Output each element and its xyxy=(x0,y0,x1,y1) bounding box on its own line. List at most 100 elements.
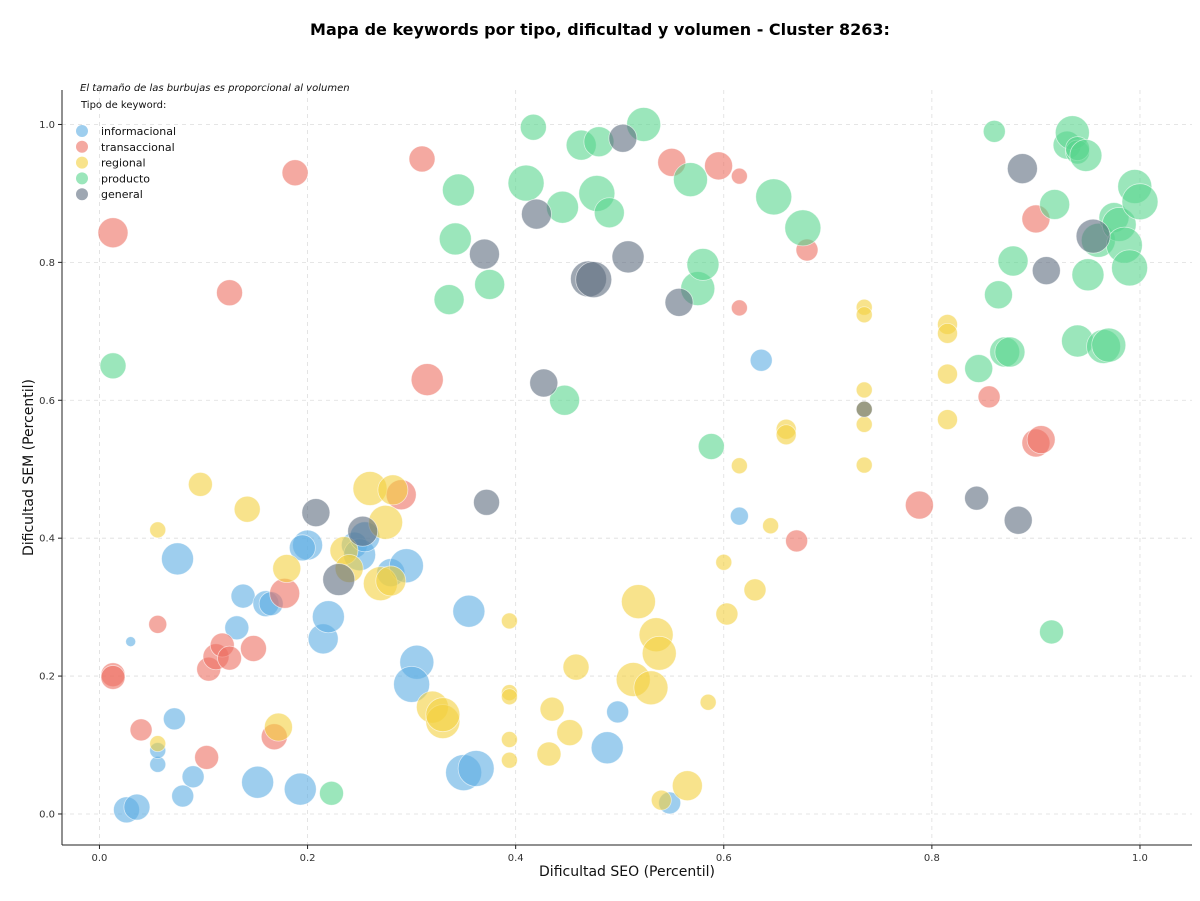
bubble-informacional xyxy=(181,765,205,789)
bubble-transaccional xyxy=(730,299,748,317)
bubble-transaccional xyxy=(97,217,129,249)
grid xyxy=(62,90,1192,845)
bubble-regional xyxy=(699,693,717,711)
bubble-transaccional xyxy=(216,279,243,307)
bubble-producto xyxy=(1039,189,1071,220)
bubble-general xyxy=(473,488,500,516)
bubble-transaccional xyxy=(410,363,444,396)
bubble-regional xyxy=(377,474,409,506)
legend-marker-general xyxy=(76,188,88,201)
bubble-informacional xyxy=(171,784,195,808)
bubble-general xyxy=(611,240,645,274)
bubble-informacional xyxy=(123,793,151,821)
bubble-informacional xyxy=(230,583,256,609)
bubble-transaccional xyxy=(148,614,168,634)
bubble-regional xyxy=(425,697,461,733)
bubble-informacional xyxy=(749,348,773,372)
bubble-producto xyxy=(433,284,465,316)
bubble-informacional xyxy=(161,542,194,576)
bubble-general xyxy=(469,238,500,270)
bubble-transaccional xyxy=(785,529,809,553)
bubble-general xyxy=(1075,218,1111,254)
bubble-informacional xyxy=(729,506,749,526)
bubble-informacional xyxy=(606,700,630,724)
bubble-general xyxy=(301,498,331,528)
bubble-producto xyxy=(697,433,725,460)
bubble-regional xyxy=(272,554,302,583)
bubble-regional xyxy=(621,584,656,620)
bubble-producto xyxy=(1071,258,1105,292)
x-axis-label: Dificultad SEO (Percentil) xyxy=(539,864,715,880)
bubble-regional xyxy=(937,409,958,430)
bubble-general xyxy=(1031,256,1061,286)
bubble-regional xyxy=(501,731,518,748)
bubble-general xyxy=(664,287,694,317)
bubble-transaccional xyxy=(240,635,267,662)
bubble-informacional xyxy=(162,707,186,731)
bubble-regional xyxy=(715,602,739,626)
bubble-general xyxy=(575,261,613,299)
bubble-producto xyxy=(507,164,545,202)
bubble-informacional xyxy=(283,772,317,806)
bubble-producto xyxy=(982,119,1006,143)
bubbles xyxy=(97,107,1159,824)
bubble-producto xyxy=(546,190,579,224)
bubble-transaccional xyxy=(704,151,733,181)
bubble-regional xyxy=(233,495,261,523)
bubble-producto xyxy=(784,209,822,247)
bubble-transaccional xyxy=(194,745,220,770)
x-tick-label: 0.6 xyxy=(716,853,732,864)
bubble-general xyxy=(322,563,356,596)
bubble-regional xyxy=(762,517,779,535)
y-tick-label: 0.4 xyxy=(39,534,55,545)
bubble-producto xyxy=(1069,139,1103,172)
bubble-producto xyxy=(474,269,506,300)
x-tick-label: 0.0 xyxy=(92,853,108,864)
bubble-producto xyxy=(438,222,472,256)
legend-label-informacional: informacional xyxy=(101,125,176,138)
bubble-producto xyxy=(593,197,625,229)
bubble-regional xyxy=(536,741,562,767)
bubble-general xyxy=(529,368,559,398)
bubble-transaccional xyxy=(129,718,153,742)
bubble-informacional xyxy=(452,594,486,628)
legend-marker-regional xyxy=(76,156,88,169)
bubble-size-note: El tamaño de las burbujas es proporciona… xyxy=(80,83,350,94)
legend-title: Tipo de keyword: xyxy=(80,100,166,111)
bubble-producto xyxy=(1039,619,1064,645)
bubble-producto xyxy=(1111,249,1148,287)
bubble-regional xyxy=(715,553,733,571)
bubble-producto xyxy=(442,173,475,207)
bubble-regional xyxy=(937,363,958,385)
bubble-regional xyxy=(855,381,873,399)
y-tick-label: 0.2 xyxy=(39,672,55,683)
bubble-regional xyxy=(562,653,590,681)
bubble-regional xyxy=(556,719,584,747)
bubble-transaccional xyxy=(269,577,301,609)
legend-marker-informacional xyxy=(76,125,88,137)
bubble-regional xyxy=(650,789,672,811)
legend-label-transaccional: transaccional xyxy=(101,141,175,154)
bubble-regional xyxy=(743,578,767,602)
legend-label-producto: producto xyxy=(101,172,150,185)
bubble-producto xyxy=(99,352,127,380)
ticks: 0.0 0.2 0.4 0.6 0.8 1.0 0.0 0.2 0.4 0.6 0.8 1.0 xyxy=(39,120,1148,864)
bubble-regional xyxy=(633,670,669,706)
bubble-producto xyxy=(549,384,580,416)
bubble-regional xyxy=(671,770,703,802)
bubble-transaccional xyxy=(408,145,436,173)
bubble-producto xyxy=(686,248,720,281)
bubble-regional xyxy=(937,322,958,344)
axes xyxy=(61,90,1192,846)
y-tick-label: 1.0 xyxy=(39,120,55,131)
bubble-producto xyxy=(994,336,1026,368)
bubble-producto xyxy=(997,245,1029,277)
bubble-producto xyxy=(673,162,708,198)
bubble-general xyxy=(608,123,638,153)
bubble-transaccional xyxy=(730,167,748,185)
bubble-producto xyxy=(984,280,1013,310)
bubble-informacional xyxy=(288,534,316,562)
bubble-general xyxy=(347,515,379,547)
bubble-regional xyxy=(855,306,873,324)
